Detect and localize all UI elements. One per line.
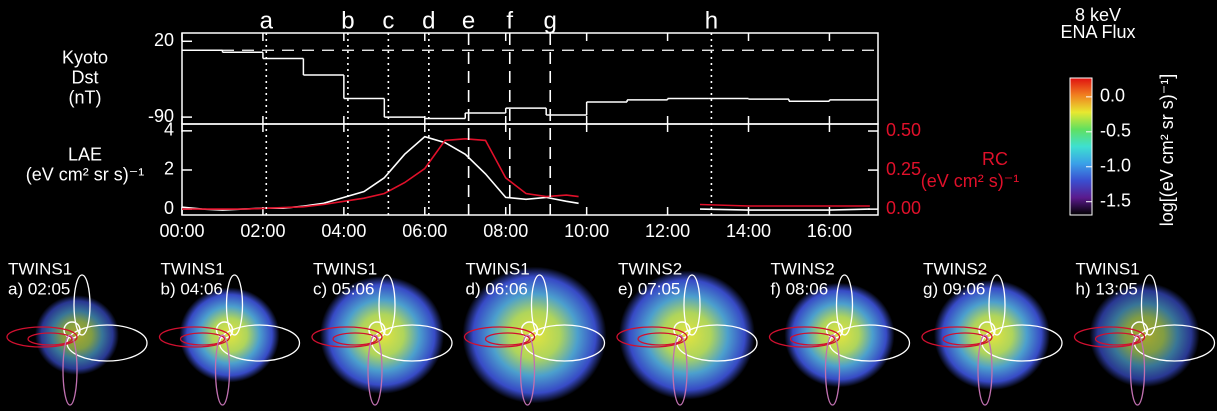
y-axis-label: LAE — [68, 144, 102, 164]
y2-axis-label: (eV cm² s)⁻¹ — [921, 171, 1020, 191]
event-letter: c — [382, 7, 394, 34]
y2-tick-label: 0.50 — [886, 120, 921, 140]
panel-satellite: TWINS1 — [313, 259, 377, 278]
y2-axis-label: RC — [982, 149, 1008, 169]
x-tick-label: 06:00 — [402, 221, 447, 241]
x-tick-label: 14:00 — [726, 221, 771, 241]
panel-satellite: TWINS1 — [466, 259, 530, 278]
colorbar — [1070, 78, 1092, 215]
y-axis-label: (nT) — [69, 87, 102, 107]
x-tick-label: 16:00 — [807, 221, 852, 241]
y-tick-label: 4 — [164, 120, 174, 140]
panel-satellite: TWINS1 — [8, 259, 72, 278]
figure: 20-90KyotoDst(nT)024LAE(eV cm² sr s)⁻¹0.… — [0, 0, 1217, 411]
panel-label: h) 13:05 — [1076, 279, 1138, 298]
event-letter: b — [341, 7, 354, 34]
event-letter: a — [260, 7, 274, 34]
panel-satellite: TWINS2 — [771, 259, 835, 278]
event-letter: f — [506, 7, 513, 34]
panel-label: d) 06:06 — [466, 279, 528, 298]
y-axis-label: (eV cm² sr s)⁻¹ — [26, 164, 145, 184]
event-letter: d — [422, 7, 435, 34]
panel-label: e) 07:05 — [618, 279, 680, 298]
y-tick-label: 20 — [154, 30, 174, 50]
x-tick-label: 04:00 — [321, 221, 366, 241]
x-tick-label: 02:00 — [240, 221, 285, 241]
panel-label: f) 08:06 — [771, 279, 829, 298]
y-tick-label: 2 — [164, 159, 174, 179]
x-tick-label: 08:00 — [483, 221, 528, 241]
x-tick-label: 12:00 — [645, 221, 690, 241]
event-letter: e — [462, 7, 475, 34]
colorbar-label: log[(eV cm² sr s)⁻¹] — [1157, 74, 1177, 227]
x-tick-label: 00:00 — [159, 221, 204, 241]
y2-tick-label: 0.00 — [886, 198, 921, 218]
colorbar-tick-label: -1.5 — [1100, 190, 1131, 210]
colorbar-tick-label: -0.5 — [1100, 121, 1131, 141]
y-axis-label: Kyoto — [62, 47, 108, 67]
panel-label: b) 04:06 — [161, 279, 223, 298]
panel-satellite: TWINS2 — [923, 259, 987, 278]
panel-satellite: TWINS1 — [1076, 259, 1140, 278]
event-letter: h — [705, 7, 718, 34]
y-tick-label: 0 — [164, 198, 174, 218]
x-tick-label: 10:00 — [564, 221, 609, 241]
y-axis-label: Dst — [72, 67, 99, 87]
panel-label: c) 05:06 — [313, 279, 374, 298]
y2-tick-label: 0.25 — [886, 159, 921, 179]
panel-label: a) 02:05 — [8, 279, 70, 298]
colorbar-tick-label: 0.0 — [1100, 86, 1125, 106]
panel-satellite: TWINS2 — [618, 259, 682, 278]
panel-satellite: TWINS1 — [161, 259, 225, 278]
colorbar-tick-label: -1.0 — [1100, 156, 1131, 176]
panel-label: g) 09:06 — [923, 279, 985, 298]
event-letter: g — [544, 7, 557, 34]
colorbar-title: ENA Flux — [1060, 22, 1135, 42]
